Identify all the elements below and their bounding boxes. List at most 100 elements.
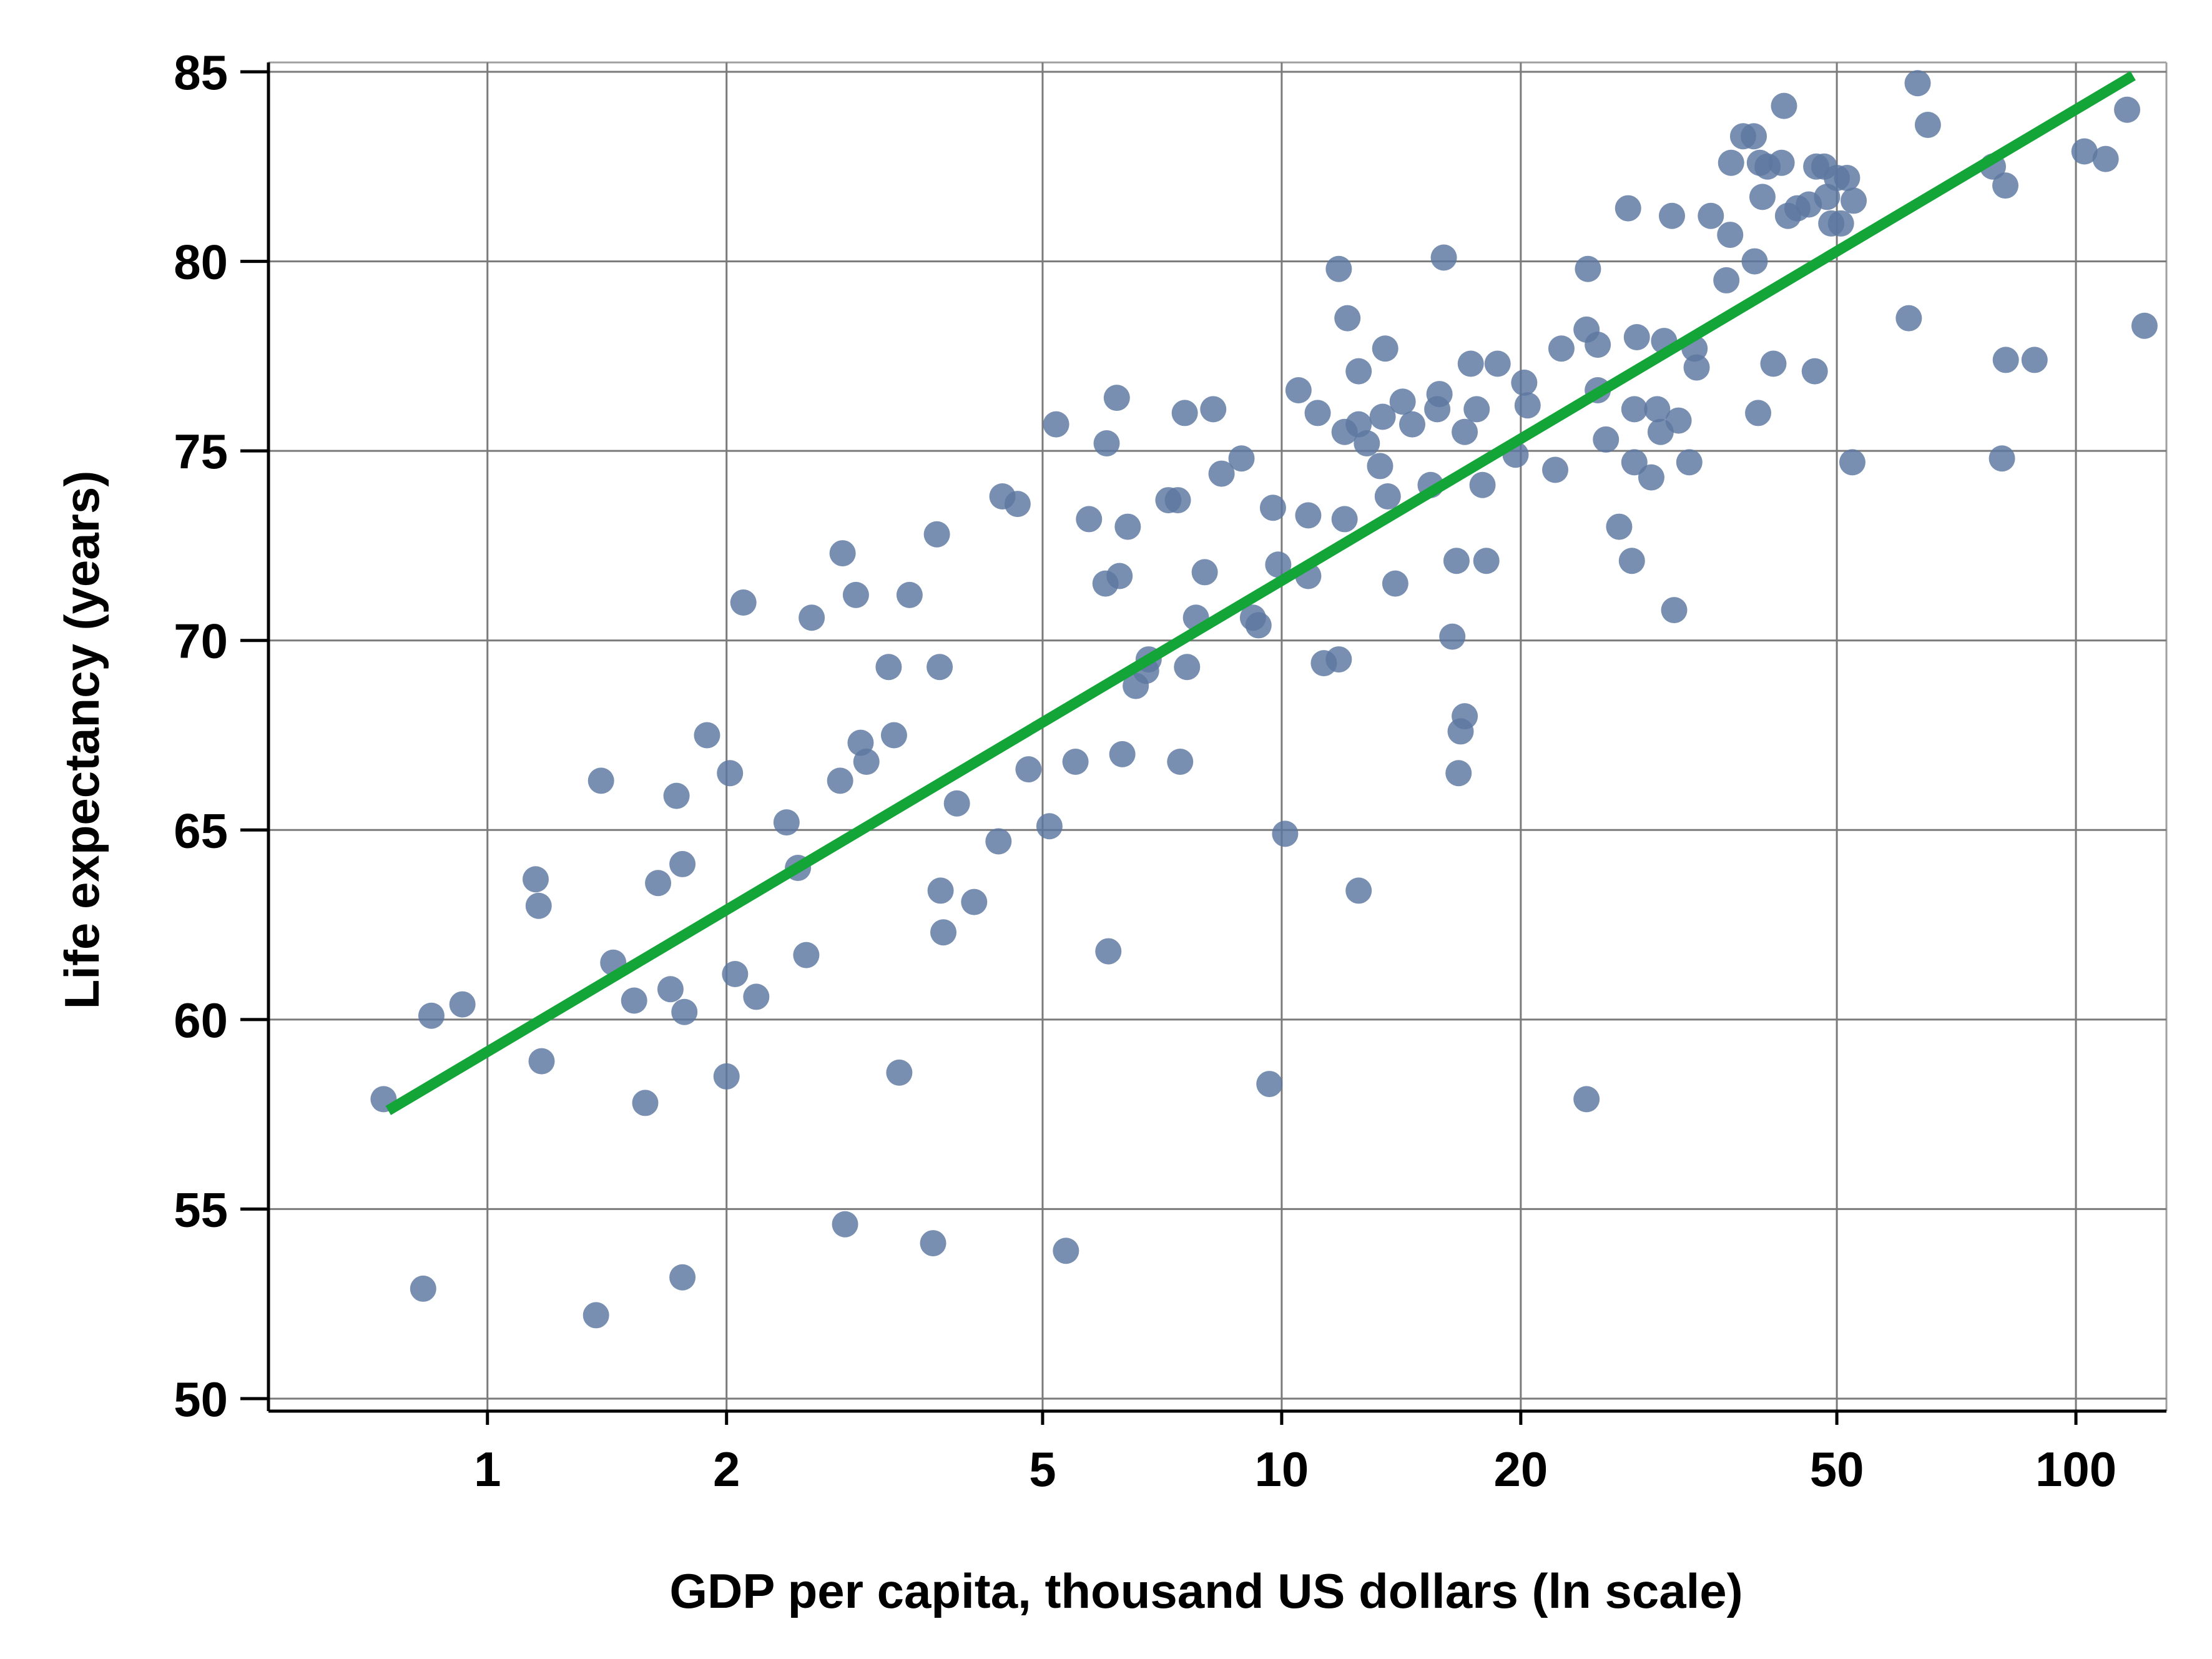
y-axis-title: Life expectancy (years)	[54, 471, 109, 1010]
data-point	[1713, 267, 1740, 293]
data-point	[1698, 202, 1724, 229]
data-point	[1593, 426, 1620, 453]
data-point	[671, 998, 698, 1025]
data-point	[927, 654, 953, 681]
x-tick-label: 100	[2035, 1442, 2116, 1497]
data-point	[1103, 385, 1130, 411]
data-point	[657, 976, 684, 1003]
data-point	[1345, 358, 1372, 385]
tick-labels: 1 2 5 10 20 50 100 50 55 60 65 70 75 80 85	[174, 45, 2116, 1497]
y-tick-label: 50	[174, 1372, 228, 1427]
data-point	[1914, 112, 1941, 138]
data-point	[1514, 392, 1541, 419]
y-tick-label: 75	[174, 424, 228, 479]
data-point	[1718, 149, 1744, 176]
data-point	[2092, 145, 2119, 172]
data-point	[1382, 570, 1408, 597]
data-point	[1992, 347, 2019, 373]
data-point	[449, 991, 476, 1018]
data-point	[875, 654, 902, 681]
data-point	[1661, 597, 1688, 624]
data-point	[923, 521, 950, 548]
data-point	[1331, 506, 1358, 533]
x-axis-title: GDP per capita, thousand US dollars (ln …	[669, 1563, 1743, 1618]
data-point	[1760, 350, 1787, 377]
data-point	[1174, 654, 1201, 681]
data-point	[1430, 244, 1457, 271]
data-point	[525, 892, 552, 919]
data-point	[1114, 513, 1141, 540]
data-point	[418, 1002, 445, 1029]
data-point	[886, 1059, 913, 1086]
data-point	[1374, 483, 1401, 510]
data-point	[1745, 400, 1772, 426]
data-point	[985, 828, 1012, 855]
x-tick-label: 1	[474, 1442, 501, 1497]
data-point	[663, 782, 690, 809]
data-point	[1606, 513, 1633, 540]
y-tick-label: 65	[174, 803, 228, 858]
data-point	[522, 866, 549, 893]
fit-line-group	[385, 71, 2136, 1115]
data-point	[1265, 551, 1292, 578]
data-point	[1644, 396, 1671, 423]
data-point	[528, 1048, 555, 1075]
data-point	[1325, 646, 1352, 673]
data-point	[1452, 418, 1478, 445]
data-point	[1749, 184, 1776, 210]
data-point	[587, 767, 614, 794]
data-point	[1015, 756, 1042, 783]
y-tick-label: 55	[174, 1182, 228, 1237]
data-point	[1676, 449, 1703, 476]
data-point	[853, 749, 880, 775]
data-point	[1585, 332, 1611, 358]
data-point	[2021, 347, 2048, 373]
grid-lines	[268, 61, 2168, 1411]
data-point	[632, 1090, 659, 1116]
data-point	[1452, 703, 1478, 730]
data-point	[1615, 195, 1641, 222]
data-point	[582, 1302, 609, 1329]
data-point	[1827, 210, 1854, 237]
y-tick-label: 85	[174, 45, 228, 100]
data-point	[1259, 495, 1286, 521]
data-point	[743, 983, 770, 1010]
fit-line	[385, 71, 2136, 1115]
plot-area	[268, 62, 2166, 1411]
data-point	[1043, 411, 1069, 438]
data-point	[799, 604, 825, 631]
data-point	[1372, 335, 1398, 362]
data-point	[1228, 445, 1255, 472]
data-point	[1200, 396, 1227, 423]
data-point	[793, 942, 820, 968]
data-point	[1621, 396, 1648, 423]
data-point	[669, 1264, 696, 1291]
data-point	[1389, 388, 1416, 415]
data-point	[1345, 877, 1372, 904]
data-point	[1548, 335, 1575, 362]
data-point	[1841, 187, 1867, 214]
data-point	[1658, 202, 1685, 229]
data-point	[1062, 749, 1089, 775]
data-point	[827, 767, 853, 794]
data-point	[1904, 70, 1931, 97]
data-point	[1839, 449, 1865, 476]
data-points	[370, 70, 2158, 1329]
data-point	[1304, 400, 1331, 426]
data-point	[1095, 938, 1122, 965]
data-point	[1741, 248, 1768, 275]
data-point	[713, 1063, 740, 1090]
data-point	[1285, 377, 1312, 403]
data-point	[2071, 138, 2098, 165]
data-point	[1542, 456, 1569, 483]
data-point	[1988, 445, 2015, 472]
data-point	[1171, 400, 1198, 426]
data-point	[1473, 548, 1500, 574]
data-point	[1093, 430, 1120, 456]
data-point	[1638, 464, 1664, 491]
data-point	[2114, 96, 2141, 123]
data-point	[880, 722, 907, 749]
data-point	[1354, 430, 1380, 456]
data-point	[1272, 820, 1299, 847]
data-point	[1109, 741, 1136, 767]
